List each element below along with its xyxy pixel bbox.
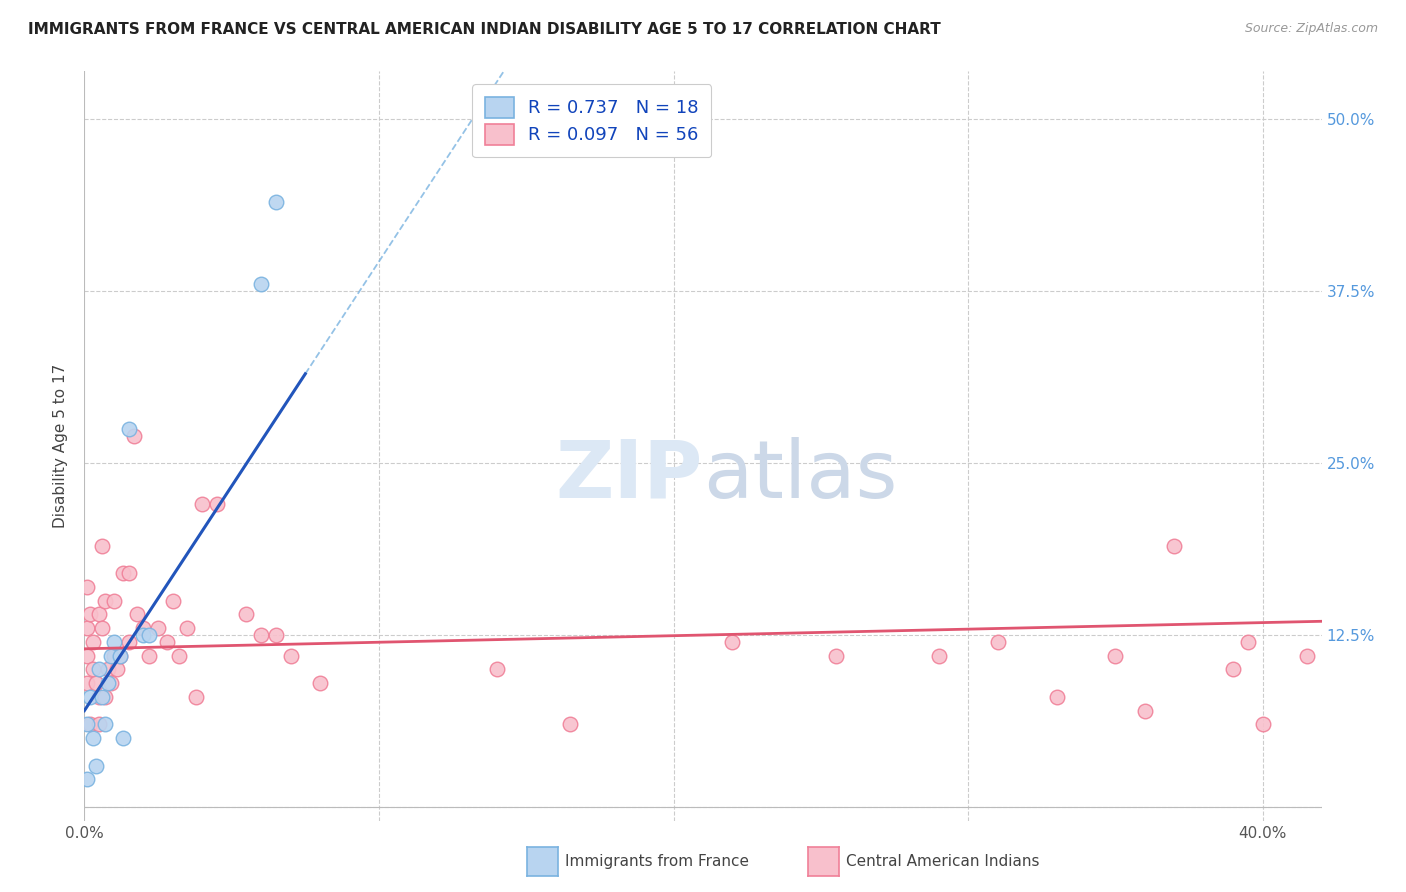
Point xyxy=(264,628,287,642)
Point xyxy=(76,621,98,635)
Point xyxy=(176,621,198,635)
Point xyxy=(117,422,139,436)
Point xyxy=(205,498,228,512)
Point xyxy=(250,277,273,292)
Point xyxy=(146,621,169,635)
Point xyxy=(1045,690,1067,704)
Point xyxy=(124,428,146,442)
Point xyxy=(82,731,104,746)
Point xyxy=(87,662,110,676)
Point xyxy=(94,593,117,607)
Point xyxy=(1296,648,1319,663)
Point xyxy=(94,717,117,731)
Point xyxy=(138,628,160,642)
Text: Immigrants from France: Immigrants from France xyxy=(565,855,749,869)
Point xyxy=(100,648,122,663)
Point xyxy=(76,580,98,594)
Point xyxy=(132,628,155,642)
Point xyxy=(82,662,104,676)
Point xyxy=(928,648,950,663)
Point xyxy=(100,676,122,690)
Point xyxy=(721,635,744,649)
Point xyxy=(103,593,125,607)
Point xyxy=(117,566,139,581)
Point xyxy=(987,635,1010,649)
Point xyxy=(87,690,110,704)
Text: Central American Indians: Central American Indians xyxy=(846,855,1040,869)
Point xyxy=(162,593,184,607)
Point xyxy=(235,607,257,622)
Point xyxy=(1133,704,1156,718)
Point xyxy=(186,690,208,704)
Point xyxy=(105,662,128,676)
Point xyxy=(87,607,110,622)
Point xyxy=(79,717,101,731)
Point xyxy=(94,690,117,704)
Point xyxy=(485,662,508,676)
Point xyxy=(156,635,179,649)
Point xyxy=(1104,648,1126,663)
Point xyxy=(76,717,98,731)
Point xyxy=(87,717,110,731)
Point xyxy=(111,566,134,581)
Point xyxy=(97,662,120,676)
Point xyxy=(103,648,125,663)
Point xyxy=(560,717,582,731)
Point xyxy=(76,648,98,663)
Point xyxy=(1251,717,1274,731)
Text: ZIP: ZIP xyxy=(555,437,703,515)
Point xyxy=(91,621,114,635)
Point xyxy=(264,194,287,209)
Point xyxy=(108,648,131,663)
Point xyxy=(79,690,101,704)
Point xyxy=(127,607,149,622)
Point xyxy=(84,676,107,690)
Point xyxy=(1163,539,1185,553)
Point xyxy=(132,621,155,635)
Point xyxy=(117,635,139,649)
Point xyxy=(138,648,160,663)
Point xyxy=(191,498,214,512)
Text: Source: ZipAtlas.com: Source: ZipAtlas.com xyxy=(1244,22,1378,36)
Point xyxy=(76,676,98,690)
Point xyxy=(91,690,114,704)
Legend: R = 0.737   N = 18, R = 0.097   N = 56: R = 0.737 N = 18, R = 0.097 N = 56 xyxy=(472,84,711,158)
Point xyxy=(79,607,101,622)
Point xyxy=(309,676,332,690)
Point xyxy=(280,648,302,663)
Text: IMMIGRANTS FROM FRANCE VS CENTRAL AMERICAN INDIAN DISABILITY AGE 5 TO 17 CORRELA: IMMIGRANTS FROM FRANCE VS CENTRAL AMERIC… xyxy=(28,22,941,37)
Y-axis label: Disability Age 5 to 17: Disability Age 5 to 17 xyxy=(53,364,69,528)
Point xyxy=(76,772,98,787)
Point xyxy=(97,676,120,690)
Point xyxy=(111,731,134,746)
Text: atlas: atlas xyxy=(703,437,897,515)
Point xyxy=(91,539,114,553)
Point xyxy=(103,635,125,649)
Point xyxy=(250,628,273,642)
Point xyxy=(84,758,107,772)
Point xyxy=(167,648,190,663)
Point xyxy=(82,635,104,649)
Point xyxy=(1222,662,1244,676)
Point xyxy=(824,648,846,663)
Point xyxy=(1237,635,1260,649)
Point xyxy=(108,648,131,663)
